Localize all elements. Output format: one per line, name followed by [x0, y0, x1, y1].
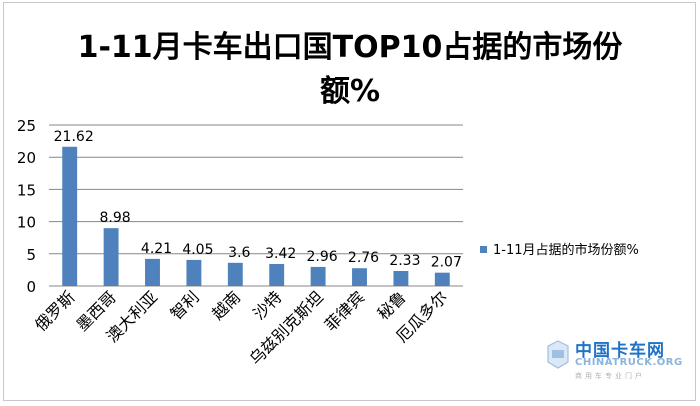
x-tick-label: 越南: [208, 287, 244, 323]
watermark-tagline: 商用车专业门户: [575, 372, 645, 380]
bars: [62, 146, 450, 286]
data-label: 2.33: [389, 253, 420, 269]
data-labels: 21.62 8.98 4.21 4.05 3.6 3.42 2.96 2.76 2.33 2.07: [54, 129, 462, 271]
chart-frame: [3, 2, 696, 401]
bar: [352, 268, 367, 286]
x-tick-label: 沙特: [249, 287, 285, 323]
bar: [227, 262, 243, 286]
bar: [145, 258, 160, 286]
bar: [393, 270, 409, 286]
y-tick-label: 25: [17, 117, 36, 135]
y-tick-label: 0: [26, 278, 36, 296]
data-label: 2.76: [348, 250, 379, 266]
bar: [62, 146, 78, 286]
data-label: 2.96: [307, 249, 338, 265]
x-tick-label: 乌兹别克斯坦: [246, 287, 327, 368]
bar: [103, 228, 119, 286]
legend: 1-11月占据的市场份额%: [480, 242, 639, 258]
data-label: 2.07: [431, 255, 462, 271]
x-tick-label: 智利: [167, 287, 203, 323]
data-label: 3.6: [228, 245, 250, 261]
y-tick-label: 5: [26, 246, 36, 264]
y-axis-ticks: 0 5 10 15 20 25: [17, 117, 36, 296]
bar: [269, 263, 285, 286]
x-tick-label: 俄罗斯: [31, 287, 78, 334]
data-label: 8.98: [100, 210, 131, 226]
x-tick-label: 菲律宾: [321, 287, 368, 334]
bar: [186, 259, 202, 286]
legend-label: 1-11月占据的市场份额%: [493, 242, 639, 258]
y-tick-label: 15: [17, 181, 36, 199]
chart-title-line-1: 1-11月卡车出口国TOP10占据的市场份: [77, 30, 623, 65]
truck-logo-icon: [547, 340, 569, 369]
data-label: 4.05: [182, 242, 213, 258]
data-label: 4.21: [141, 241, 172, 257]
bar: [310, 266, 326, 286]
data-label: 3.42: [265, 246, 296, 262]
legend-swatch: [480, 246, 487, 253]
bar: [434, 272, 450, 286]
y-tick-label: 20: [17, 149, 36, 167]
watermark-name: 中国卡车网: [575, 341, 665, 361]
x-tick-label: 秘鲁: [374, 287, 410, 323]
watermark-domain: CHINATRUCK.ORG: [575, 357, 683, 368]
watermark: 中国卡车网 CHINATRUCK.ORG 商用车专业门户: [545, 336, 695, 390]
y-tick-label: 10: [17, 214, 36, 232]
data-label: 21.62: [54, 129, 94, 145]
chart-title-line-2: 额%: [319, 74, 381, 109]
